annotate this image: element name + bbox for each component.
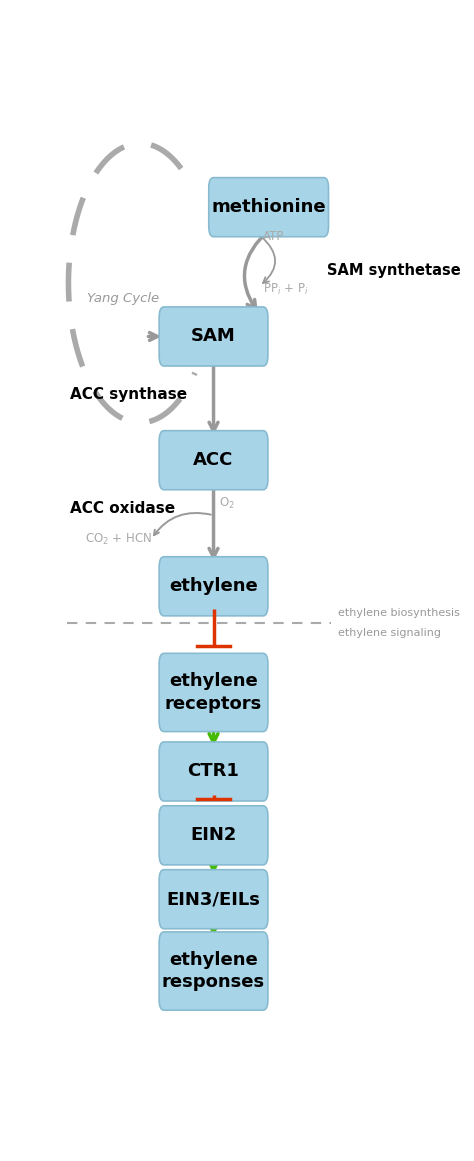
Text: ethylene
receptors: ethylene receptors [165, 672, 262, 713]
Text: SAM: SAM [191, 327, 236, 346]
FancyBboxPatch shape [209, 178, 328, 237]
Text: ethylene signaling: ethylene signaling [338, 628, 441, 639]
FancyBboxPatch shape [159, 654, 268, 731]
FancyBboxPatch shape [159, 742, 268, 801]
Text: ACC: ACC [193, 452, 234, 469]
Text: CTR1: CTR1 [188, 763, 239, 780]
FancyBboxPatch shape [159, 307, 268, 366]
Text: CO$_2$ + HCN: CO$_2$ + HCN [85, 532, 152, 547]
FancyBboxPatch shape [159, 557, 268, 615]
Text: ACC synthase: ACC synthase [70, 387, 187, 402]
FancyBboxPatch shape [159, 870, 268, 929]
Text: O$_2$: O$_2$ [219, 496, 235, 511]
Text: SAM synthetase: SAM synthetase [328, 262, 461, 277]
Text: ACC oxidase: ACC oxidase [70, 502, 175, 517]
FancyBboxPatch shape [159, 431, 268, 490]
Text: ethylene biosynthesis: ethylene biosynthesis [338, 607, 460, 618]
Text: ATP: ATP [263, 230, 284, 243]
Text: EIN2: EIN2 [191, 827, 237, 844]
Text: ethylene
responses: ethylene responses [162, 951, 265, 991]
Text: methionine: methionine [211, 199, 326, 216]
FancyBboxPatch shape [159, 806, 268, 865]
FancyBboxPatch shape [159, 932, 268, 1010]
Text: ethylene: ethylene [169, 577, 258, 596]
Text: EIN3/EILs: EIN3/EILs [166, 890, 261, 908]
Text: Yang Cycle: Yang Cycle [88, 293, 160, 305]
Text: PP$_i$ + P$_i$: PP$_i$ + P$_i$ [263, 282, 309, 297]
